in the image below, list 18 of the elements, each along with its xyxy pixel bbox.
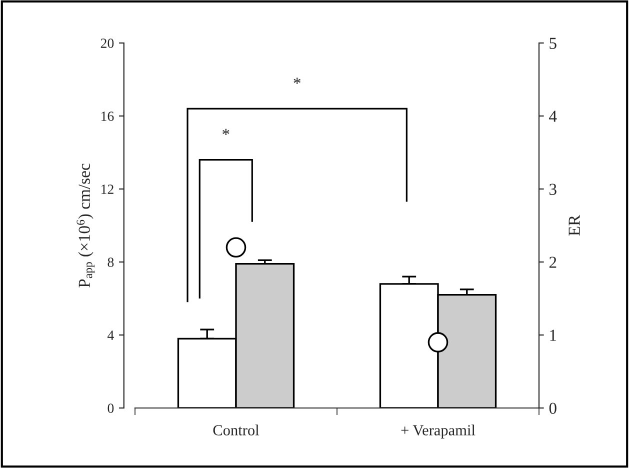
y-tick-label: 16 (102, 112, 114, 121)
y-axis-title: P$_{app}$ (×10$^{6}$) cm/sec (76, 164, 95, 288)
y2-tick-label: 1 (550, 330, 556, 341)
x-tick-label: + Verapamil (401, 424, 476, 439)
y-tick-label: 20 (100, 38, 114, 48)
y-tick-label: 12 (102, 184, 114, 194)
y2-tick-label: 5 (550, 38, 556, 49)
x-tick-label: Control (213, 424, 260, 436)
y2-tick-label: 2 (549, 256, 556, 268)
y-tick-label: 8 (108, 258, 114, 267)
y-tick-label: 4 (107, 330, 114, 340)
y-tick-label: 0 (108, 404, 114, 413)
y2-axis-title: ER (568, 214, 580, 236)
annotation: * (294, 78, 300, 84)
y2-tick-label: 3 (550, 184, 556, 195)
y2-tick-label: 0 (549, 402, 556, 414)
y2-tick-label: 4 (549, 110, 557, 122)
annotation: * (222, 128, 230, 136)
